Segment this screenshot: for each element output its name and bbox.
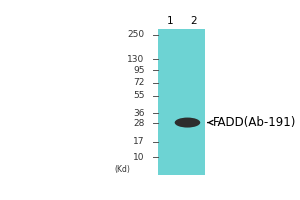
Text: 28: 28 xyxy=(133,119,145,128)
Text: 1: 1 xyxy=(167,16,173,26)
Bar xyxy=(158,29,205,175)
Text: 130: 130 xyxy=(127,55,145,64)
Text: 17: 17 xyxy=(133,137,145,146)
Text: 2: 2 xyxy=(190,16,196,26)
Text: 95: 95 xyxy=(133,66,145,75)
Text: (Kd): (Kd) xyxy=(115,165,130,174)
Text: 36: 36 xyxy=(133,109,145,118)
Ellipse shape xyxy=(175,118,200,128)
Text: 55: 55 xyxy=(133,91,145,100)
Text: FADD(Ab-191): FADD(Ab-191) xyxy=(213,116,296,129)
Text: 10: 10 xyxy=(133,153,145,162)
Text: 250: 250 xyxy=(127,30,145,39)
Text: 72: 72 xyxy=(133,78,145,87)
